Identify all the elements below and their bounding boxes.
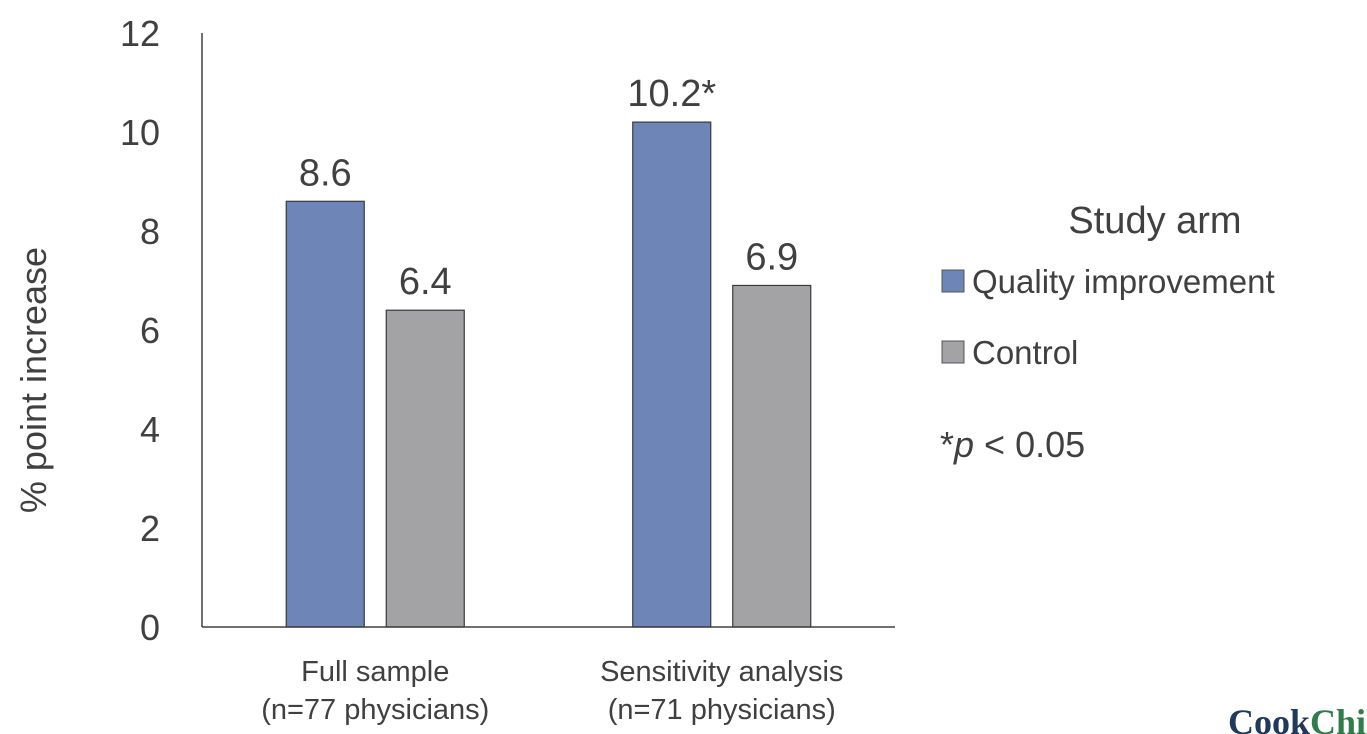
y-tick-label: 10 (120, 112, 160, 153)
logo: CookChil (1228, 702, 1367, 734)
note-suffix: < 0.05 (974, 424, 1085, 465)
y-tick-label: 6 (140, 310, 160, 351)
data-label: 6.4 (399, 261, 452, 303)
legend: Study arm Quality improvement Control (941, 200, 1275, 371)
y-tick-label: 2 (140, 508, 160, 549)
data-labels: 8.6 10.2* 6.4 6.9 (299, 73, 798, 303)
y-axis-ticks: 0 2 4 6 8 10 12 (120, 13, 160, 648)
category-labels: Full sample (n=77 physicians) Sensitivity … (261, 656, 843, 726)
note-italic: p (953, 424, 974, 465)
data-label: 8.6 (299, 152, 352, 194)
bar-quality-improvement (285, 200, 365, 628)
y-tick-label: 0 (140, 607, 160, 648)
note-prefix: * (940, 424, 954, 465)
x-category-label: Sensitivity analysis (n=71 physicians) (600, 656, 843, 726)
bar-control (732, 284, 812, 628)
y-tick-label: 4 (140, 409, 160, 450)
bar-control (385, 309, 465, 628)
significance-note: *p < 0.05 (940, 424, 1085, 465)
y-axis-label: % point increase (13, 247, 54, 513)
legend-swatch-control (941, 340, 965, 364)
legend-swatch-quality-improvement (941, 269, 965, 293)
y-tick-label: 12 (120, 13, 160, 54)
bars (285, 121, 812, 628)
legend-label-quality-improvement: Quality improvement (972, 263, 1275, 300)
legend-title: Study arm (1068, 200, 1241, 242)
y-tick-label: 8 (140, 211, 160, 252)
bar-quality-improvement (632, 121, 712, 628)
legend-label-control: Control (972, 334, 1078, 371)
logo-part-cook: Cook (1228, 702, 1310, 734)
x-category-label: Full sample (n=77 physicians) (261, 656, 489, 726)
data-label: 10.2* (627, 73, 716, 115)
logo-part-chil: Chil (1310, 702, 1367, 734)
data-label: 6.9 (745, 236, 798, 278)
